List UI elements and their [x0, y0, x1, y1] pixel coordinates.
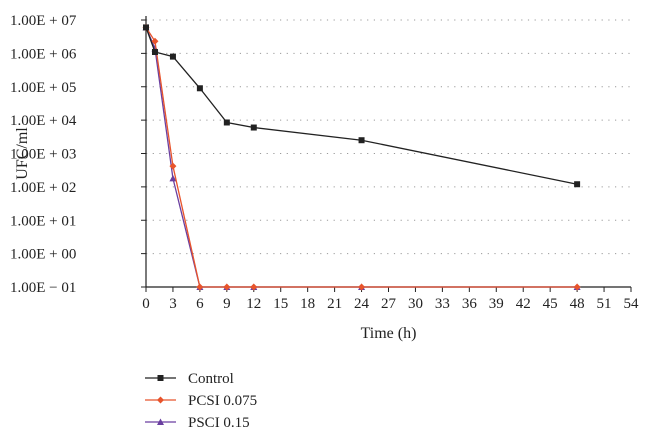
data-point: [169, 162, 177, 170]
y-tick-label: 1.00E + 04: [10, 113, 77, 129]
y-tick-label: 1.00E + 05: [10, 80, 76, 96]
x-tick-label: 36: [462, 296, 478, 312]
data-point: [223, 283, 231, 291]
series-control: [143, 24, 581, 188]
y-tick-label: 1.00E + 00: [10, 247, 76, 263]
x-tick-label: 24: [354, 296, 370, 312]
series-pcsi-0-075: [142, 23, 581, 291]
legend-label: PSCI 0.15: [188, 415, 250, 431]
x-tick-label: 0: [142, 296, 150, 312]
x-tick-label: 45: [543, 296, 558, 312]
series-line: [145, 27, 578, 288]
x-tick-labels: 0 3 6 9 12 15 18 21 24 27 30 33 36 39 42 45 48 51 54: [142, 296, 639, 312]
y-axis-label: UFC/ml: [14, 127, 31, 180]
data-point: [196, 85, 203, 92]
x-tick-label: 48: [570, 296, 585, 312]
legend-item: PSCI 0.15: [145, 415, 250, 431]
series-line: [145, 27, 578, 185]
data-point: [573, 283, 581, 291]
data-point: [169, 53, 176, 60]
grid-lines: [146, 19, 631, 255]
x-tick-label: 33: [435, 296, 450, 312]
y-tick-label: 1.00E + 06: [10, 46, 77, 62]
x-axis-label: Time (h): [361, 325, 417, 342]
data-point: [250, 124, 257, 131]
data-point: [169, 174, 177, 182]
x-tick-label: 51: [597, 296, 612, 312]
data-point: [358, 137, 365, 144]
data-point: [574, 181, 581, 188]
data-point: [151, 48, 158, 55]
axes: [141, 16, 632, 292]
x-tick-label: 6: [196, 296, 204, 312]
legend-marker: [157, 375, 164, 381]
legend-marker: [157, 418, 164, 425]
y-tick-labels: 1.00E + 07 1.00E + 06 1.00E + 05 1.00E + 04…: [10, 13, 77, 296]
legend-label: Control: [188, 371, 234, 387]
legend-item: Control: [145, 371, 234, 387]
data-point: [223, 119, 230, 126]
x-tick-label: 3: [169, 296, 177, 312]
x-tick-label: 54: [624, 296, 640, 312]
x-tick-label: 30: [408, 296, 423, 312]
x-tick-label: 15: [273, 296, 288, 312]
x-tick-label: 21: [327, 296, 342, 312]
series-psci-0-15: [142, 23, 581, 290]
x-tick-label: 18: [300, 296, 315, 312]
x-tick-label: 27: [381, 296, 397, 312]
data-point: [358, 283, 366, 291]
x-tick-label: 9: [223, 296, 231, 312]
legend-label: PCSI 0.075: [188, 393, 257, 409]
y-tick-label: 1.00E + 01: [10, 213, 76, 229]
y-tick-label: 1.00E + 02: [10, 180, 76, 196]
legend: Control PCSI 0.075 PSCI 0.15: [145, 371, 257, 431]
x-tick-label: 42: [516, 296, 531, 312]
data-point: [250, 283, 258, 291]
legend-item: PCSI 0.075: [145, 393, 257, 409]
y-tick-label: 1.00E + 07: [10, 13, 77, 29]
x-tick-label: 39: [489, 296, 504, 312]
data-point: [151, 37, 159, 45]
series-line: [145, 27, 578, 288]
data-point: [143, 24, 149, 31]
y-tick-label: 1.00E − 01: [10, 280, 76, 296]
data-point: [196, 283, 204, 291]
legend-marker: [157, 396, 164, 404]
series-group: [142, 23, 581, 291]
x-tick-label: 12: [246, 296, 261, 312]
y-tick-label: 1.00E + 03: [10, 147, 76, 163]
